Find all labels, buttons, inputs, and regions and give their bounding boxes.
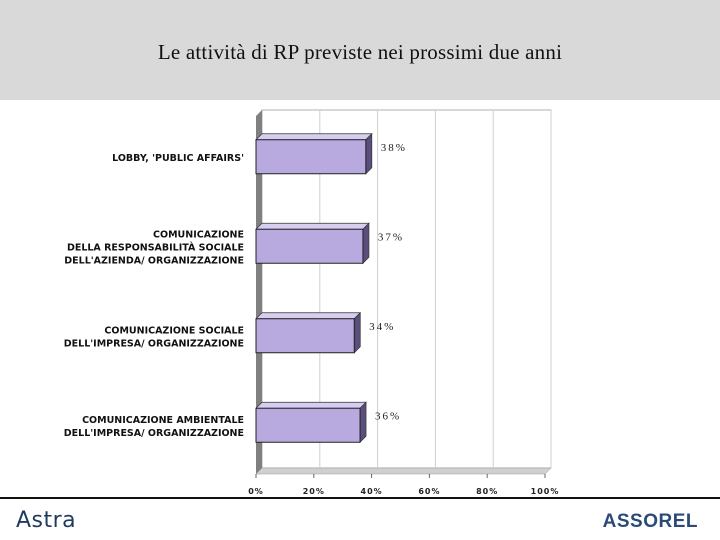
floor xyxy=(255,467,552,475)
bar-side xyxy=(362,222,370,265)
bar xyxy=(255,228,364,264)
bar-top xyxy=(255,133,373,141)
data-label: 36% xyxy=(375,410,401,422)
category-label: COMUNICAZIONE SOCIALE xyxy=(104,325,244,336)
astra-logo: Astra xyxy=(16,508,77,533)
data-label: 37% xyxy=(378,231,404,243)
bar xyxy=(255,318,355,354)
category-label: COMUNICAZIONE xyxy=(153,229,244,240)
data-label: 34% xyxy=(369,321,395,333)
bar xyxy=(255,139,367,175)
category-label: COMUNICAZIONE AMBIENTALE xyxy=(82,415,244,426)
x-tick-label: 80% xyxy=(476,487,498,496)
x-tick-label: 20% xyxy=(303,487,325,496)
bar-side xyxy=(353,311,361,354)
x-tick-label: 60% xyxy=(418,487,440,496)
title-banner: Le attività di RP previste nei prossimi … xyxy=(0,0,720,100)
page-title: Le attività di RP previste nei prossimi … xyxy=(157,40,563,64)
bar-top xyxy=(255,222,370,230)
data-label: 38% xyxy=(381,142,407,154)
bar-top xyxy=(255,312,362,320)
footer-divider xyxy=(0,497,720,499)
category-label: LOBBY, 'PUBLIC AFFAIRS' xyxy=(112,153,244,164)
x-tick-label: 40% xyxy=(361,487,383,496)
category-label: DELLA RESPONSABILITÀ SOCIALE xyxy=(67,241,244,253)
category-label: DELL'AZIENDA/ ORGANIZZAZIONE xyxy=(64,255,244,266)
bar xyxy=(255,407,361,443)
bar-chart: 0% 20% 40% 60% 80% 100% 38% LOBBY, 'PUBLIC AFFA… xyxy=(64,109,560,496)
category-label: DELL'IMPRESA/ ORGANIZZAZIONE xyxy=(64,338,244,349)
left-wall xyxy=(256,110,262,474)
x-tick-label: 0% xyxy=(248,487,264,496)
assorel-logo: ASSOREL xyxy=(602,511,698,532)
bar-side xyxy=(365,132,373,175)
category-label: DELL'IMPRESA/ ORGANIZZAZIONE xyxy=(64,428,244,439)
bar-top xyxy=(255,401,367,409)
x-tick-label: 100% xyxy=(531,487,560,496)
bar-side xyxy=(359,401,367,444)
